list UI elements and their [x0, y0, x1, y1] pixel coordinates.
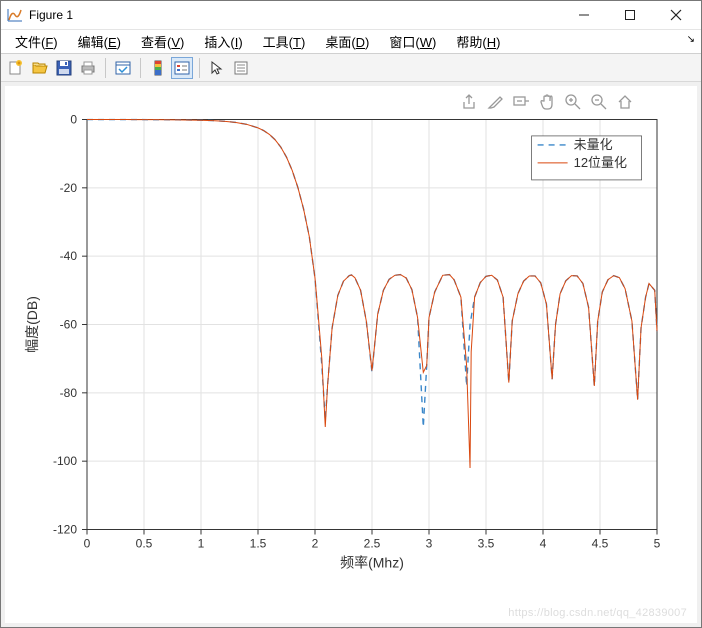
link-button[interactable] [112, 57, 134, 79]
legend-button[interactable] [171, 57, 193, 79]
menu-item[interactable]: 查看(V) [131, 29, 194, 54]
toolbar-separator [140, 58, 141, 78]
insert-button[interactable] [230, 57, 252, 79]
titlebar: Figure 1 [1, 1, 701, 30]
new-figure-button[interactable] [5, 57, 27, 79]
close-button[interactable] [653, 1, 699, 29]
menu-item[interactable]: 工具(T) [253, 29, 316, 54]
svg-text:-80: -80 [60, 386, 78, 400]
toolbar [1, 54, 701, 82]
app-icon [7, 7, 23, 23]
label-icon[interactable] [511, 92, 531, 112]
svg-text:2: 2 [312, 537, 319, 551]
window-controls [561, 1, 699, 29]
figure-window: Figure 1 文件(F)编辑(E)查看(V)插入(I)工具(T)桌面(D)窗… [0, 0, 702, 628]
brush-icon[interactable] [485, 92, 505, 112]
save-button[interactable] [53, 57, 75, 79]
minimize-button[interactable] [561, 1, 607, 29]
print-button[interactable] [77, 57, 99, 79]
svg-text:4.5: 4.5 [592, 537, 609, 551]
menu-item[interactable]: 桌面(D) [315, 29, 379, 54]
menu-item[interactable]: 插入(I) [194, 29, 252, 54]
colorbar-button[interactable] [147, 57, 169, 79]
svg-text:4: 4 [540, 537, 547, 551]
svg-text:0.5: 0.5 [136, 537, 153, 551]
svg-text:5: 5 [654, 537, 661, 551]
maximize-button[interactable] [607, 1, 653, 29]
zoom-in-icon[interactable] [563, 92, 583, 112]
menubar: 文件(F)编辑(E)查看(V)插入(I)工具(T)桌面(D)窗口(W)帮助(H)… [1, 30, 701, 54]
svg-text:-60: -60 [60, 318, 78, 332]
menu-chevron-icon[interactable]: ↘ [687, 34, 695, 45]
share-icon[interactable] [459, 92, 479, 112]
toolbar-separator [105, 58, 106, 78]
menu-item[interactable]: 编辑(E) [68, 29, 131, 54]
menu-item[interactable]: 窗口(W) [379, 29, 446, 54]
plot-svg: 0 0.5 1 1.5 2 2.5 3 3.5 4 4.5 5 -120 -100 -80 -60 -40 -2… [5, 86, 697, 623]
svg-text:-120: -120 [53, 523, 77, 537]
svg-text:频率(Mhz): 频率(Mhz) [340, 555, 404, 571]
watermark-label: https://blog.csdn.net/qq_42839007 [508, 607, 687, 619]
svg-text:1: 1 [198, 537, 205, 551]
pan-icon[interactable] [537, 92, 557, 112]
svg-text:12位量化: 12位量化 [574, 155, 627, 170]
window-title: Figure 1 [29, 8, 561, 22]
home-icon[interactable] [615, 92, 635, 112]
svg-text:0: 0 [84, 537, 91, 551]
svg-text:2.5: 2.5 [364, 537, 381, 551]
menu-item[interactable]: 帮助(H) [446, 29, 510, 54]
svg-text:-100: -100 [53, 454, 77, 468]
toolbar-separator [199, 58, 200, 78]
axes-toolbar [459, 92, 635, 112]
pointer-button[interactable] [206, 57, 228, 79]
svg-text:-40: -40 [60, 249, 78, 263]
svg-text:3.5: 3.5 [478, 537, 495, 551]
svg-text:0: 0 [70, 113, 77, 127]
menu-item[interactable]: 文件(F) [5, 29, 68, 54]
svg-text:3: 3 [426, 537, 433, 551]
svg-text:-20: -20 [60, 181, 78, 195]
svg-text:幅度(DB): 幅度(DB) [24, 296, 40, 353]
open-button[interactable] [29, 57, 51, 79]
svg-text:1.5: 1.5 [250, 537, 267, 551]
axes-canvas[interactable]: 0 0.5 1 1.5 2 2.5 3 3.5 4 4.5 5 -120 -100 -80 -60 -40 -2… [5, 86, 697, 623]
figure-area: 0 0.5 1 1.5 2 2.5 3 3.5 4 4.5 5 -120 -100 -80 -60 -40 -2… [1, 82, 701, 627]
zoom-out-icon[interactable] [589, 92, 609, 112]
svg-text:未量化: 未量化 [574, 137, 613, 152]
